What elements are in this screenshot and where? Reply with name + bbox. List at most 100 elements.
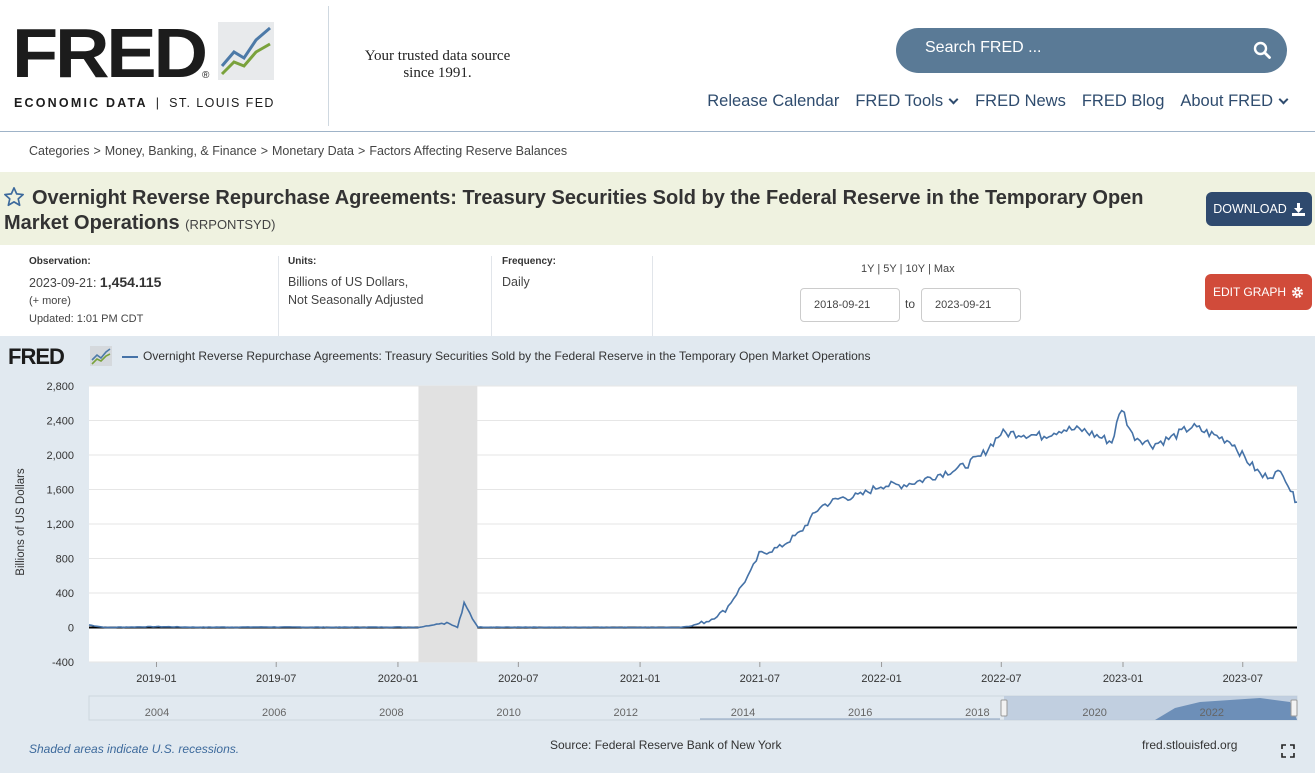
x-tick-label: 2022-01 xyxy=(861,673,901,685)
units-value: Billions of US Dollars, Not Seasonally Ad… xyxy=(288,273,424,309)
range-sep: | xyxy=(927,263,931,275)
navigator-tick-label: 2022 xyxy=(1200,707,1224,719)
nav-label: FRED Tools xyxy=(855,92,944,110)
search-input[interactable] xyxy=(925,39,1225,57)
navigator-handle-right xyxy=(1290,699,1298,717)
y-tick-label: 1,200 xyxy=(46,519,74,531)
range-sep: | xyxy=(899,263,903,275)
graph-fred-logo[interactable]: FRED xyxy=(8,344,65,369)
search-bar xyxy=(896,28,1287,73)
y-tick-label: 2,000 xyxy=(46,450,74,462)
navigator-tick-label: 2010 xyxy=(496,707,520,719)
chart[interactable]: 2,800 2,400 2,000 1,600 1,200 800 400 0 -400 201… xyxy=(0,336,1315,773)
tagline-line1: Your trusted data source xyxy=(364,48,511,64)
y-tick-label: 2,800 xyxy=(46,381,74,393)
observation-value-line: 2023-09-21: 1,454.115 xyxy=(29,273,161,292)
star-icon[interactable] xyxy=(3,186,25,208)
series-title: Overnight Reverse Repurchase Agreements:… xyxy=(4,186,1194,237)
nav-fred-news[interactable]: FRED News xyxy=(975,92,1066,111)
download-label: DOWNLOAD xyxy=(1213,202,1287,216)
nav-about-fred[interactable]: About FRED xyxy=(1180,92,1289,111)
nav-fred-blog[interactable]: FRED Blog xyxy=(1082,92,1165,111)
breadcrumb-separator: > xyxy=(93,144,101,158)
units-block: Units: Billions of US Dollars, Not Season… xyxy=(288,256,424,309)
navigator-series xyxy=(1155,698,1297,720)
navigator-tick-label: 2012 xyxy=(614,707,638,719)
navigator-tick-label: 2006 xyxy=(262,707,286,719)
site-header: FRED ® ECONOMIC DATA | ST. LOUIS FED Your … xyxy=(0,0,1315,132)
x-tick-label: 2023-01 xyxy=(1103,673,1143,685)
breadcrumb-money-banking[interactable]: Money, Banking, & Finance xyxy=(104,144,257,158)
x-tick-label: 2021-01 xyxy=(620,673,660,685)
range-10y[interactable]: 10Y xyxy=(905,263,925,275)
logo-separator: | xyxy=(155,96,162,110)
fred-logo[interactable]: FRED ® ECONOMIC DATA | ST. LOUIS FED xyxy=(12,18,282,115)
logo-subtitle: ECONOMIC DATA | ST. LOUIS FED xyxy=(14,96,275,110)
y-tick-label: -400 xyxy=(52,657,74,669)
gear-icon xyxy=(1292,286,1304,298)
observation-date: 2023-09-21: xyxy=(29,276,97,290)
start-date-input[interactable]: 2018-09-21 xyxy=(800,288,900,322)
nav-release-calendar[interactable]: Release Calendar xyxy=(707,92,839,111)
registered-mark: ® xyxy=(202,70,210,81)
search-icon[interactable] xyxy=(1253,41,1271,59)
units-label: Units: xyxy=(288,256,317,267)
meta-divider xyxy=(491,256,492,336)
chevron-down-icon xyxy=(1278,94,1289,105)
series-id: (RRPONTSYD) xyxy=(185,217,276,232)
x-tick-label: 2021-07 xyxy=(740,673,780,685)
navigator-tick-label: 2008 xyxy=(379,707,403,719)
y-tick-label: 2,400 xyxy=(46,416,74,428)
frequency-label: Frequency: xyxy=(502,256,556,267)
range-links: 1Y | 5Y | 10Y | Max xyxy=(861,263,955,275)
frequency-value: Daily xyxy=(502,275,530,289)
range-max[interactable]: Max xyxy=(933,263,955,275)
series-title-bar: Overnight Reverse Repurchase Agreements:… xyxy=(0,172,1315,245)
breadcrumb-separator: > xyxy=(358,144,366,158)
y-axis-label: Billions of US Dollars xyxy=(15,468,27,576)
chevron-down-icon xyxy=(948,94,959,105)
nav-label: Release Calendar xyxy=(707,92,840,110)
x-tick-label: 2019-01 xyxy=(136,673,176,685)
breadcrumb-separator: > xyxy=(260,144,269,158)
download-button[interactable]: DOWNLOAD xyxy=(1206,192,1312,226)
graph-fred-logo-chart-icon xyxy=(90,346,112,366)
range-5y[interactable]: 5Y xyxy=(883,263,897,275)
to-label: to xyxy=(905,297,916,311)
nav-label: FRED Blog xyxy=(1081,92,1165,110)
legend-label: Overnight Reverse Repurchase Agreements:… xyxy=(143,349,871,363)
end-date-input[interactable]: 2023-09-21 xyxy=(921,288,1021,322)
fullscreen-icon[interactable] xyxy=(1281,744,1295,758)
observation-label: Observation: xyxy=(29,256,91,267)
breadcrumb-factors[interactable]: Factors Affecting Reserve Balances xyxy=(369,144,568,158)
edit-graph-button[interactable]: EDIT GRAPH xyxy=(1205,274,1312,310)
breadcrumb-categories[interactable]: Categories xyxy=(29,144,90,158)
main-nav: Release Calendar FRED Tools FRED News FR… xyxy=(707,92,1289,111)
logo-st-louis-fed: ST. LOUIS FED xyxy=(169,96,275,110)
series-line xyxy=(88,409,1298,629)
y-tick-label: 800 xyxy=(56,554,74,566)
x-tick-label: 2023-07 xyxy=(1223,673,1263,685)
source-text: Source: Federal Reserve Bank of New York xyxy=(550,738,782,752)
graph-panel: 2,800 2,400 2,000 1,600 1,200 800 400 0 -400 201… xyxy=(0,336,1315,773)
legend-swatch xyxy=(122,356,138,358)
x-tick-label: 2019-07 xyxy=(256,673,296,685)
series-title-text: Overnight Reverse Repurchase Agreements:… xyxy=(4,187,1144,234)
x-tick-label: 2020-01 xyxy=(378,673,418,685)
breadcrumb-monetary-data[interactable]: Monetary Data xyxy=(272,144,354,158)
updated-text: Updated: 1:01 PM CDT xyxy=(29,313,144,325)
edit-graph-label: EDIT GRAPH xyxy=(1212,285,1287,299)
logo-economic-data: ECONOMIC DATA xyxy=(14,96,148,110)
units-line2: Not Seasonally Adjusted xyxy=(288,293,424,307)
meta-divider xyxy=(278,256,279,336)
observation-value: 1,454.115 xyxy=(99,274,162,290)
navigator-tick-label: 2014 xyxy=(731,707,755,719)
more-link[interactable]: (+ more) xyxy=(29,295,71,307)
units-line1: Billions of US Dollars, xyxy=(288,275,409,289)
range-sep: | xyxy=(877,263,881,275)
nav-fred-tools[interactable]: FRED Tools xyxy=(855,92,959,111)
range-1y[interactable]: 1Y xyxy=(861,263,875,275)
site-url[interactable]: fred.stlouisfed.org xyxy=(1142,738,1238,752)
nav-label: FRED News xyxy=(975,92,1066,110)
navigator-tick-label: 2016 xyxy=(848,707,872,719)
